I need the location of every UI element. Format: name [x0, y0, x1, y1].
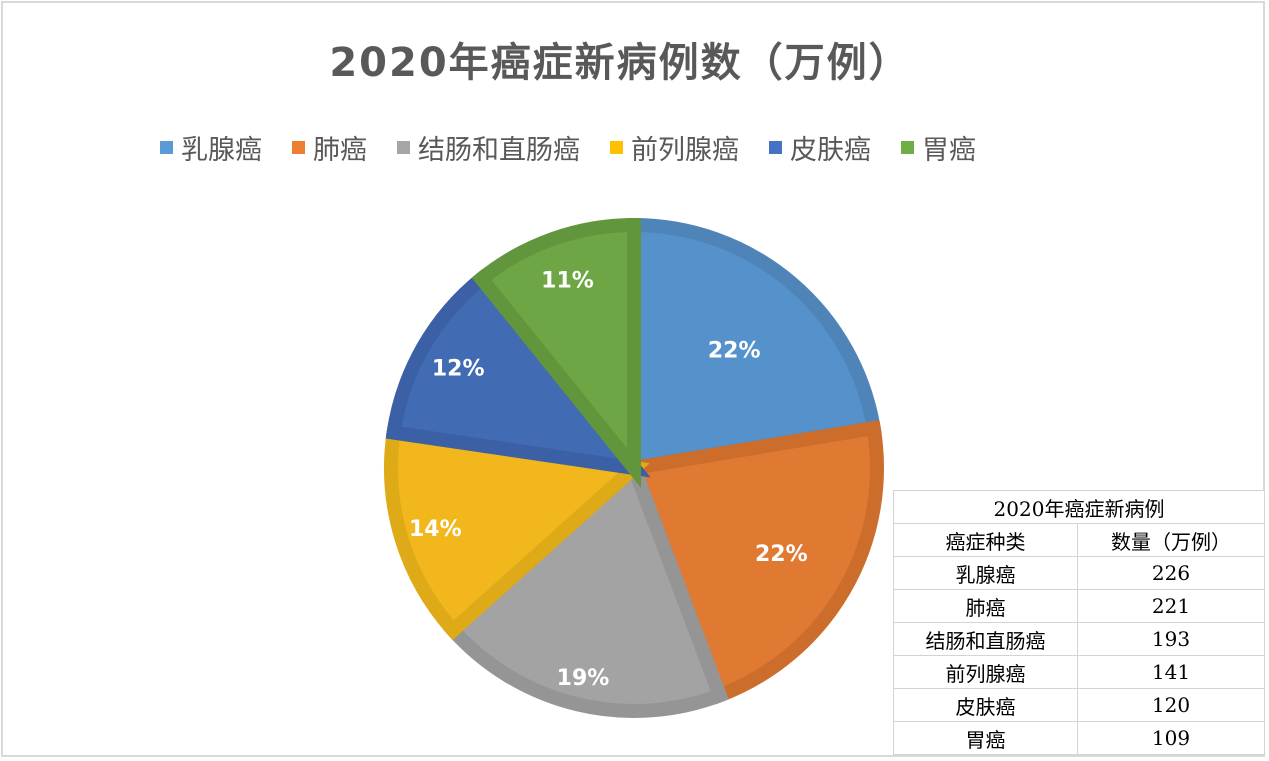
pie-slice[interactable]	[385, 268, 651, 478]
legend-label: 结肠和直肠癌	[418, 135, 580, 166]
legend-swatch-icon	[160, 141, 173, 154]
table-header-count: 数量（万例）	[1077, 523, 1265, 557]
table-cell-count: 226	[1077, 556, 1265, 590]
pie-slice[interactable]	[384, 424, 650, 641]
table-cell-type: 肺癌	[893, 589, 1078, 623]
table-row: 胃癌 109	[893, 721, 1265, 755]
table-cell-type: 胃癌	[893, 721, 1078, 755]
table-cell-count: 141	[1077, 655, 1265, 689]
table-row: 肺癌 221	[893, 589, 1265, 623]
chart-title: 2020年癌症新病例数（万例）	[329, 40, 911, 86]
legend: 乳腺癌 肺癌 结肠和直肠癌 前列腺癌 皮肤癌 胃癌	[160, 128, 1006, 167]
legend-item-breast[interactable]: 乳腺癌	[160, 128, 262, 167]
legend-label: 前列腺癌	[631, 135, 739, 166]
legend-label: 乳腺癌	[181, 135, 262, 166]
table-cell-type: 皮肤癌	[893, 688, 1078, 722]
pie-slices	[384, 217, 884, 718]
slice-percent-label: 19%	[557, 666, 610, 691]
legend-swatch-icon	[397, 141, 410, 154]
slice-percent-label: 12%	[432, 356, 485, 381]
legend-swatch-icon	[292, 141, 305, 154]
legend-label: 胃癌	[922, 135, 976, 166]
legend-item-prostate[interactable]: 前列腺癌	[610, 128, 739, 167]
table-cell-count: 109	[1077, 721, 1265, 755]
legend-item-colorectal[interactable]: 结肠和直肠癌	[397, 128, 580, 167]
legend-item-lung[interactable]: 肺癌	[292, 128, 367, 167]
table-header-type: 癌症种类	[893, 523, 1078, 557]
legend-swatch-icon	[901, 141, 914, 154]
pie-slice[interactable]	[443, 455, 729, 718]
pie-labels: 22% 22% 19% 14% 12% 11%	[409, 268, 808, 690]
slice-percent-label: 11%	[541, 268, 594, 293]
table-cell-count: 221	[1077, 589, 1265, 623]
table-cell-count: 193	[1077, 622, 1265, 656]
table-row: 结肠和直肠癌 193	[893, 622, 1265, 656]
table-caption: 2020年癌症新病例	[893, 490, 1265, 524]
legend-item-skin[interactable]: 皮肤癌	[769, 128, 871, 167]
table-row: 乳腺癌 226	[893, 556, 1265, 590]
table-cell-type: 乳腺癌	[893, 556, 1078, 590]
legend-swatch-icon	[610, 141, 623, 154]
table-row: 前列腺癌 141	[893, 655, 1265, 689]
slice-percent-label: 14%	[409, 517, 462, 542]
slice-percent-label: 22%	[755, 542, 808, 567]
table-cell-type: 前列腺癌	[893, 655, 1078, 689]
table-cell-count: 120	[1077, 688, 1265, 722]
legend-item-stomach[interactable]: 胃癌	[901, 128, 976, 167]
pie-slice[interactable]	[627, 217, 882, 477]
legend-swatch-icon	[769, 141, 782, 154]
pie-slice[interactable]	[471, 217, 641, 488]
legend-label: 肺癌	[313, 135, 367, 166]
table-row: 皮肤癌 120	[893, 688, 1265, 722]
table-cell-type: 结肠和直肠癌	[893, 622, 1078, 656]
legend-label: 皮肤癌	[790, 135, 871, 166]
data-table: 2020年癌症新病例 癌症种类 数量（万例） 乳腺癌 226 肺癌 221 结肠…	[893, 490, 1265, 755]
table-header-row: 癌症种类 数量（万例）	[893, 523, 1265, 557]
slice-percent-label: 22%	[708, 339, 761, 364]
